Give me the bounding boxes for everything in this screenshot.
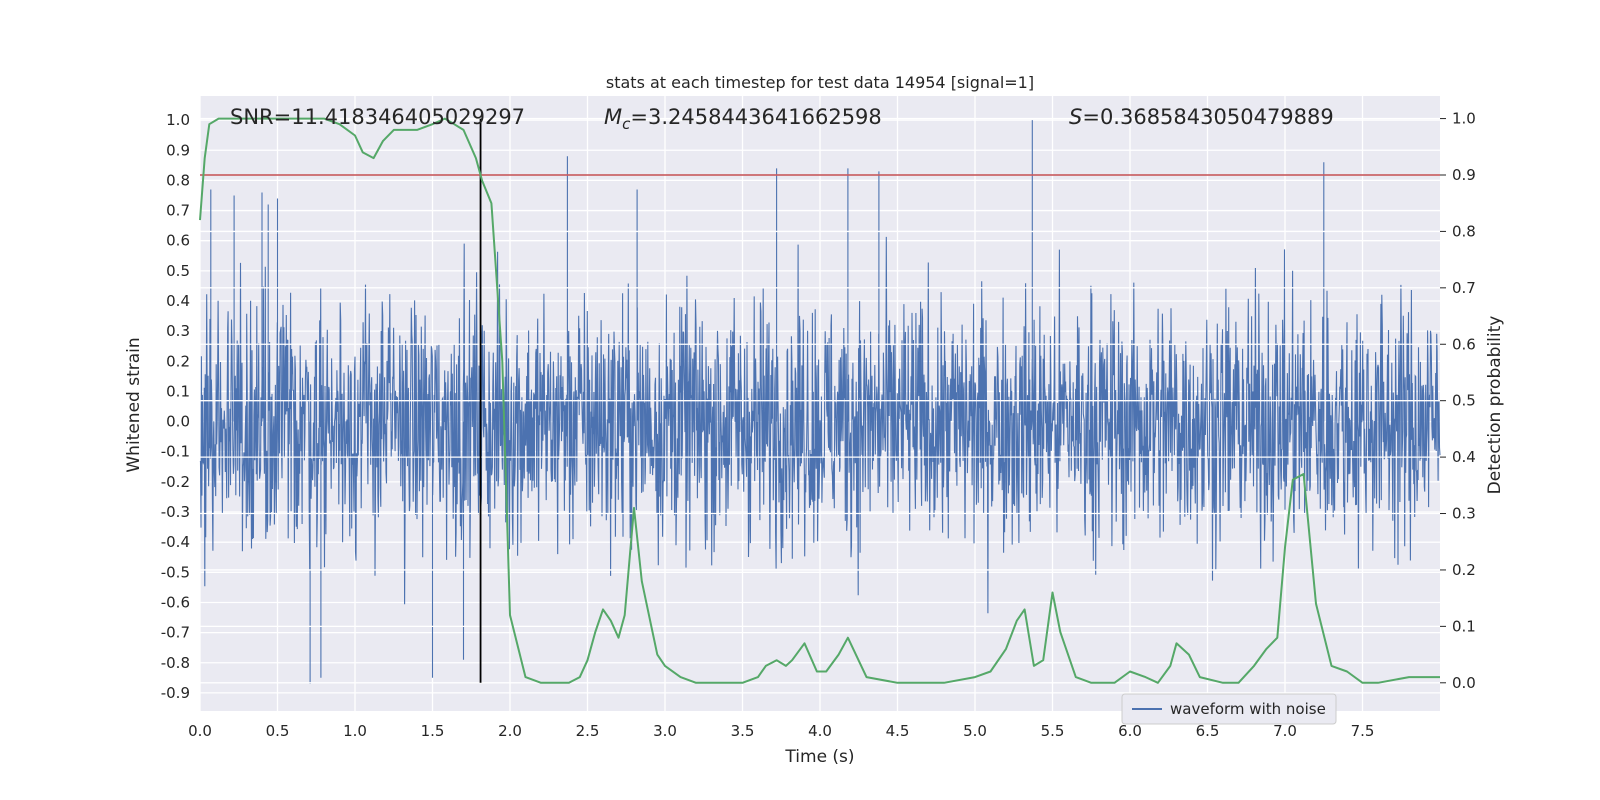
- s-annotation: S=0.3685843050479889: [1069, 105, 1334, 129]
- s-value: =0.3685843050479889: [1082, 105, 1333, 129]
- x-tick-label: 0.0: [188, 722, 212, 740]
- y2-tick-label: 0.4: [1452, 448, 1476, 466]
- chart-title: stats at each timestep for test data 149…: [606, 73, 1034, 92]
- y-axis-label: Whitened strain: [124, 337, 144, 472]
- y2-tick-label: 1.0: [1452, 110, 1476, 128]
- ticks: 0.0 0.5 1.0 1.5 2.0 2.5 3.0 3.5 4.0 4.5 5.0 5.5 6.0 6…: [161, 110, 1476, 740]
- x-tick-label: 3.0: [653, 722, 677, 740]
- chirp-mass-subscript: c: [622, 115, 631, 133]
- x-tick-label: 3.5: [731, 722, 755, 740]
- y-tick-label: -0.7: [161, 624, 190, 642]
- y-tick-label: -0.9: [161, 684, 190, 702]
- y-tick-label: 0.2: [166, 352, 190, 370]
- y-tick-label: -0.2: [161, 473, 190, 491]
- x-tick-label: 1.5: [421, 722, 445, 740]
- chirp-mass-annotation: Mc=3.2458443641662598: [604, 105, 882, 133]
- y-tick-label: 0.8: [166, 171, 190, 189]
- y2-tick-label: 0.7: [1452, 279, 1476, 297]
- x-tick-label: 2.0: [498, 722, 522, 740]
- y2-tick-label: 0.3: [1452, 505, 1476, 523]
- chirp-mass-symbol: M: [604, 105, 622, 129]
- y-tick-label: 0.9: [166, 141, 190, 159]
- y-tick-label: -0.1: [161, 443, 190, 461]
- x-tick-label: 5.0: [963, 722, 987, 740]
- y-tick-label: -0.3: [161, 503, 190, 521]
- legend: waveform with noise: [1121, 693, 1337, 725]
- y-tick-label: -0.6: [161, 593, 190, 611]
- waveform-series: [199, 120, 1441, 684]
- overlay-grid: [200, 117, 1440, 684]
- s-symbol: S: [1069, 105, 1082, 129]
- probability-path: [199, 117, 1440, 684]
- x-tick-label: 7.5: [1351, 722, 1375, 740]
- y-tick-label: 1.0: [166, 111, 190, 129]
- y-tick-label: 0.0: [166, 413, 190, 431]
- y2-tick-label: 0.0: [1452, 674, 1476, 692]
- y2-tick-label: 0.2: [1452, 561, 1476, 579]
- probability-series: [199, 117, 1440, 684]
- snr-annotation: SNR=11.418346405029297: [230, 105, 525, 129]
- waveform-path: [199, 120, 1441, 684]
- y2-tick-label: 0.9: [1452, 166, 1476, 184]
- y-tick-label: 0.3: [166, 322, 190, 340]
- y2-tick-label: 0.5: [1452, 392, 1476, 410]
- y-tick-label: 0.1: [166, 382, 190, 400]
- y2-tick-label: 0.1: [1452, 617, 1476, 635]
- legend-waveform-label: waveform with noise: [1170, 700, 1326, 718]
- x-tick-label: 2.5: [576, 722, 600, 740]
- x-axis-label: Time (s): [784, 747, 854, 767]
- x-tick-label: 5.5: [1041, 722, 1065, 740]
- x-tick-label: 0.5: [266, 722, 290, 740]
- y2-tick-label: 0.6: [1452, 335, 1476, 353]
- x-tick-label: 6.0: [1118, 722, 1142, 740]
- x-tick-label: 6.5: [1196, 722, 1220, 740]
- legend-box: [1121, 693, 1337, 725]
- x-tick-label: 4.0: [808, 722, 832, 740]
- y2-tick-label: 0.8: [1452, 222, 1476, 240]
- y-tick-label: -0.5: [161, 563, 190, 581]
- y2-axis-label: Detection probability: [1485, 316, 1505, 495]
- y-tick-label: 0.6: [166, 232, 190, 250]
- y-tick-label: -0.4: [161, 533, 190, 551]
- y-tick-label: 0.4: [166, 292, 190, 310]
- y-tick-label: -0.8: [161, 654, 190, 672]
- x-tick-label: 4.5: [886, 722, 910, 740]
- x-tick-label: 1.0: [343, 722, 367, 740]
- y-tick-label: 0.5: [166, 262, 190, 280]
- chirp-mass-value: =3.2458443641662598: [630, 105, 881, 129]
- y-tick-label: 0.7: [166, 202, 190, 220]
- x-tick-label: 7.0: [1273, 722, 1297, 740]
